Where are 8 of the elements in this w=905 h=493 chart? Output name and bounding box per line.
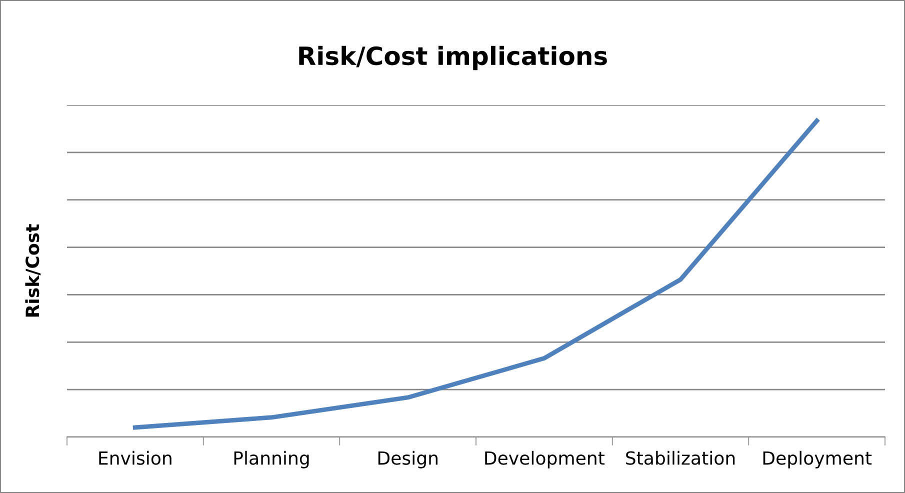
x-tick-label: Stabilization bbox=[626, 450, 735, 465]
x-tick-label: Design bbox=[378, 450, 438, 468]
x-tick-label: Planning bbox=[234, 450, 309, 468]
x-tick-label: Development bbox=[485, 450, 605, 468]
x-tick-label: Deployment bbox=[763, 450, 872, 468]
chart-title: Risk/Cost implications bbox=[299, 46, 607, 70]
y-axis-title: Risk/Cost bbox=[25, 224, 41, 317]
x-tick-label: Envision bbox=[99, 450, 172, 465]
